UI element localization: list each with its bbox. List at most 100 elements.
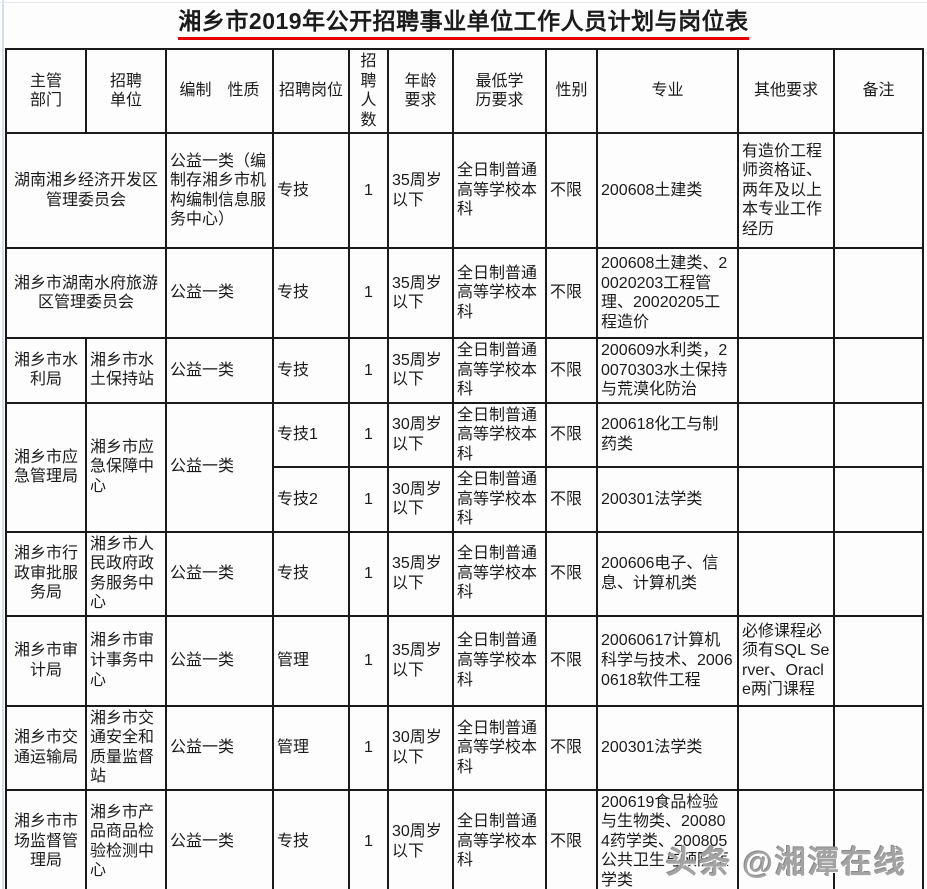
table-cell: 不限 [545,247,598,340]
table-cell: 湖南湘乡经济开发区管理委员会 [5,132,167,250]
table-cell: 专技2 [272,466,350,533]
table-cell: 管理 [272,704,350,791]
table-cell [833,614,924,707]
table-cell: 200301法学类 [596,704,739,791]
column-header: 招聘 单位 [85,47,167,135]
table-cell: 湘乡市行政审批服务局 [5,530,87,617]
table-cell: 公益一类 [165,704,274,791]
table-cell: 200618化工与制药类 [596,401,739,469]
table-cell: 湘乡市交通运输局 [5,704,87,791]
table-cell: 1 [348,401,389,469]
table-row: 湘乡市应急管理局 湘乡市应急保障中心 公益一类 专技1 1 30周岁以下 全日制普通高等学校… [5,401,924,533]
table-cell: 专技1 [272,401,350,469]
table-cell [737,530,835,617]
table-cell [833,530,924,617]
column-header: 其他要求 [737,47,835,135]
table-cell: 全日制普通高等学校本科 [452,614,547,707]
table-cell [737,788,835,889]
table-cell: 全日制普通高等学校本科 [452,704,547,791]
table-row: 湘乡市审计局 湘乡市审计事务中心 公益一类 管理 1 35周岁以下 全日制普通高等学校本科不… [5,614,924,707]
table-cell: 30周岁以下 [387,401,454,469]
table-cell: 200619食品检验与生物类、200804药学类、200805公共卫生与预防医学… [596,788,739,889]
table-cell: 湘乡市水土保持站 [85,337,167,404]
table-cell: 湘乡市市场监督管理局 [5,788,87,889]
table-cell: 200608土建类 [596,132,739,250]
table-cell: 35周岁以下 [387,132,454,250]
table-cell: 全日制普通高等学校本科 [452,401,547,469]
table-cell: 30周岁以下 [387,788,454,889]
table-cell: 公益一类 [165,530,274,617]
table-cell: 全日制普通高等学校本科 [452,530,547,617]
table-cell: 专技 [272,530,350,617]
table-cell: 全日制普通高等学校本科 [452,466,547,533]
column-header: 编制 性质 [165,47,274,135]
table-cell: 不限 [545,337,598,404]
watermark-text: 头条 @湘潭在线 [666,845,907,880]
table-cell: 1 [348,247,389,340]
column-header: 年龄 要求 [387,47,454,135]
table-row: 湖南湘乡经济开发区管理委员会 公益一类（编制存湘乡市机构编制信息服务中心） 专技 1 3… [5,132,924,250]
table-cell: 1 [348,530,389,617]
column-header: 最低学 历要求 [452,47,547,135]
table-cell: 全日制普通高等学校本科 [452,337,547,404]
table-cell: 有造价工程师资格证、两年及以上本专业工作经历 [737,132,835,250]
table-cell: 专技 [272,132,350,250]
table-cell: 公益一类 [165,247,274,340]
table-cell: 1 [348,337,389,404]
header-row: 主管 部门 招聘 单位 编制 性质 招聘岗位 招聘 人数 年龄 要求 最低学 历要求 性别 专业… [5,47,924,135]
table-cell: 公益一类 [165,401,274,533]
sheet-gridline-left [2,0,4,889]
table-cell: 20060617计算机科学与技术、20060618软件工程 [596,614,739,707]
table-head: 主管 部门 招聘 单位 编制 性质 招聘岗位 招聘 人数 年龄 要求 最低学 历要求 性别 专业… [5,47,924,135]
table-cell: 湘乡市湖南水府旅游区管理委员会 [5,247,167,340]
table-cell: 湘乡市水利局 [5,337,87,404]
table-cell: 湘乡市应急保障中心 [85,401,167,533]
table-cell: 全日制普通高等学校本科 [452,247,547,340]
table-row: 湘乡市交通运输局 湘乡市交通安全和质量监督站 公益一类 管理 1 30周岁以下 全日制普通高… [5,704,924,791]
page-title: 湘乡市2019年公开招聘事业单位工作人员计划与岗位表 [178,8,749,40]
table-cell: 200606电子、信息、计算机类 [596,530,739,617]
table-cell [833,704,924,791]
table-cell [833,466,924,533]
title-bar: 湘乡市2019年公开招聘事业单位工作人员计划与岗位表 [0,0,927,48]
table-cell: 管理 [272,614,350,707]
table-cell: 35周岁以下 [387,614,454,707]
table-cell: 全日制普通高等学校本科 [452,788,547,889]
table-cell [737,337,835,404]
table-cell [737,704,835,791]
column-header: 招聘 人数 [348,47,389,135]
table-row: 湘乡市水利局 湘乡市水土保持站 公益一类 专技 1 35周岁以下 全日制普通高等学校本科 不限… [5,337,924,404]
table-cell: 不限 [545,788,598,889]
table-cell: 200609水利类，20070303水土保持与荒漠化防治 [596,337,739,404]
table-cell: 1 [348,704,389,791]
table-cell: 公益一类 [165,337,274,404]
column-header: 招聘岗位 [272,47,350,135]
table-cell: 30周岁以下 [387,704,454,791]
table-cell: 专技 [272,247,350,340]
column-header: 专业 [596,47,739,135]
positions-table: 主管 部门 招聘 单位 编制 性质 招聘岗位 招聘 人数 年龄 要求 最低学 历要求 性别 专业… [5,47,924,889]
table-cell: 湘乡市产品商品检验检测中心 [85,788,167,889]
table-row: 湘乡市市场监督管理局 湘乡市产品商品检验检测中心 公益一类 专技 1 30周岁以下 全日制普… [5,788,924,889]
table-cell: 湘乡市人民政府政务服务中心 [85,530,167,617]
table-cell: 湘乡市审计局 [5,614,87,707]
table-row: 专技2 1 30周岁以下 全日制普通高等学校本科 不限 200301法学类 [6,466,924,533]
table-cell: 专技 [272,337,350,404]
table-cell: 不限 [545,132,598,250]
table-cell: 不限 [545,704,598,791]
table-cell [833,788,924,889]
table-cell: 不限 [545,401,598,469]
table-cell [833,132,924,250]
table-cell: 1 [348,614,389,707]
table-cell: 公益一类（编制存湘乡市机构编制信息服务中心） [165,132,274,250]
table-cell: 200301法学类 [596,466,739,533]
table-cell: 35周岁以下 [387,530,454,617]
table-cell: 1 [348,132,389,250]
table-cell [833,247,924,340]
table-cell: 1 [348,788,389,889]
table-row: 湘乡市行政审批服务局 湘乡市人民政府政务服务中心 公益一类 专技 1 35周岁以下 全日制普… [5,530,924,617]
table-row: 湘乡市湖南水府旅游区管理委员会 公益一类 专技 1 35周岁以下 全日制普通高等学校本科不… [5,247,924,340]
column-header: 备注 [833,47,924,135]
table-cell: 1 [348,466,389,533]
table-cell: 公益一类 [165,788,274,889]
